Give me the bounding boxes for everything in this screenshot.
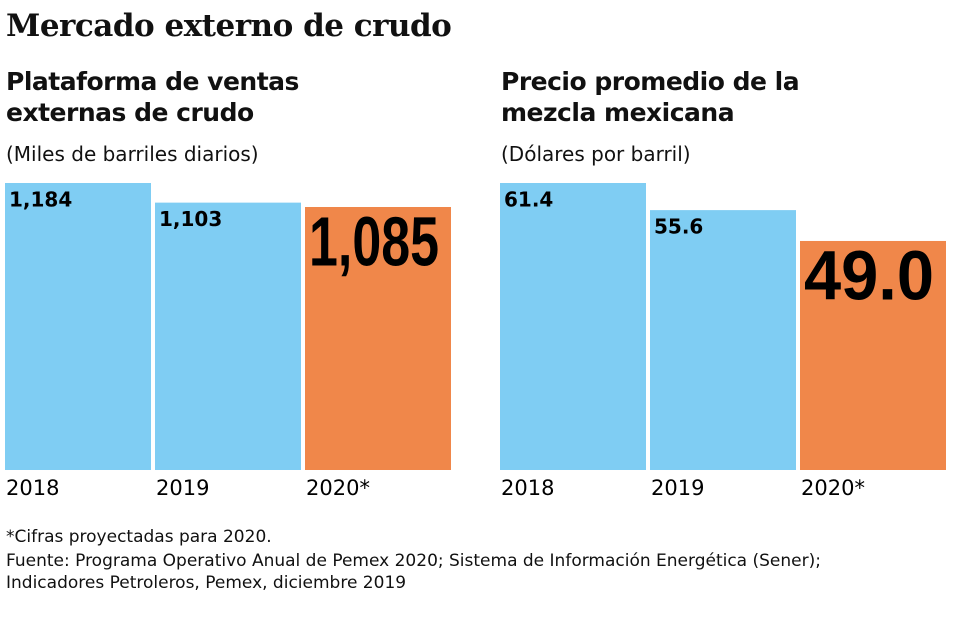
footnote: *Cifras proyectadas para 2020. xyxy=(6,527,272,547)
x-tick-label: 2018 xyxy=(501,476,554,500)
chart-subtitle: (Miles de barriles diarios) xyxy=(6,142,259,166)
chart-title: Precio promedio de la mezcla mexicana xyxy=(501,67,800,127)
value-label: 55.6 xyxy=(654,215,703,239)
page-title: Mercado externo de crudo xyxy=(6,8,452,44)
bar xyxy=(800,240,946,470)
bar xyxy=(155,202,301,471)
bar xyxy=(500,183,646,470)
bar xyxy=(305,206,451,470)
bar xyxy=(5,183,151,470)
value-label: 49.0 xyxy=(804,236,934,314)
source: Fuente: Programa Operativo Anual de Peme… xyxy=(6,551,821,593)
chart-title: Plataforma de ventas externas de crudo xyxy=(6,67,299,127)
bar xyxy=(650,210,796,470)
x-tick-label: 2019 xyxy=(651,476,704,500)
value-label: 61.4 xyxy=(504,188,553,212)
value-label: 1,184 xyxy=(9,188,72,212)
value-label: 1,103 xyxy=(159,207,222,231)
x-tick-label: 2020* xyxy=(801,476,865,500)
x-tick-label: 2019 xyxy=(156,476,209,500)
chart-subtitle: (Dólares por barril) xyxy=(501,142,691,166)
x-tick-label: 2018 xyxy=(6,476,59,500)
x-tick-label: 2020* xyxy=(306,476,370,500)
value-label: 1,085 xyxy=(309,202,439,280)
